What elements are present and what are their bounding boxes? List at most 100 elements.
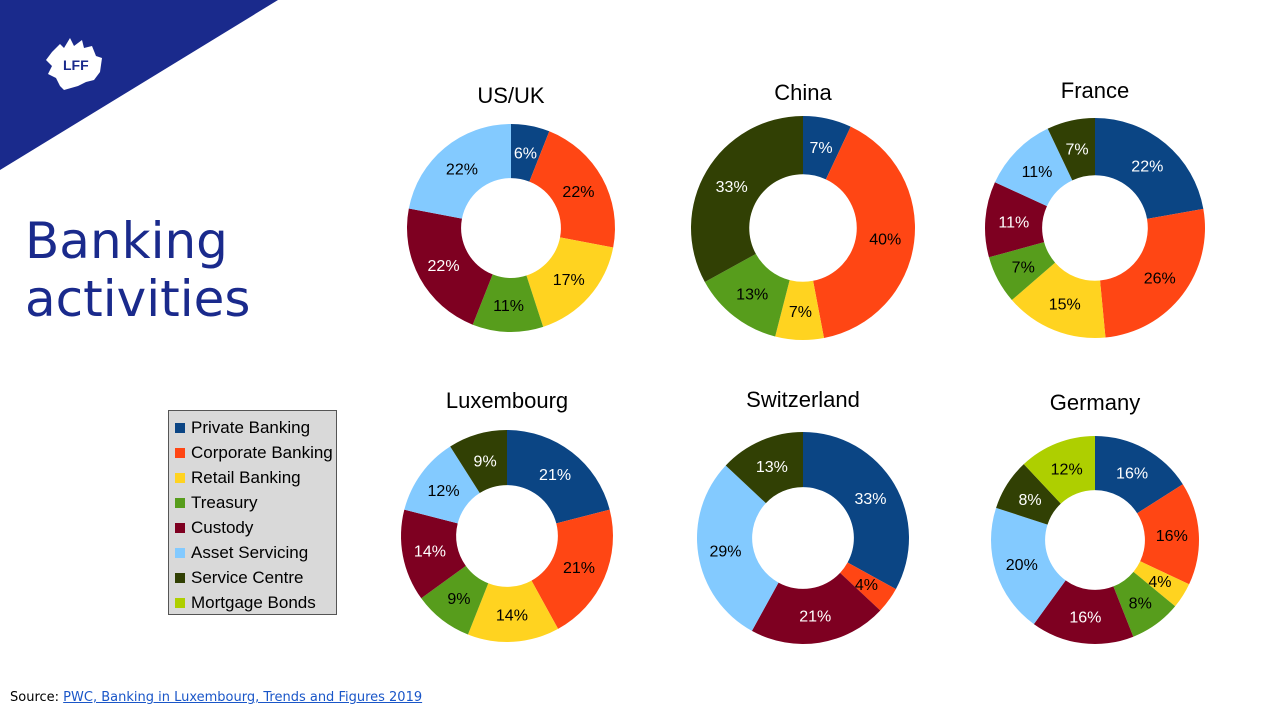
- slice-label: 12%: [1051, 461, 1083, 478]
- donut-slice: [1047, 118, 1095, 181]
- slice-label: 7%: [1066, 142, 1089, 159]
- slice-label: 21%: [799, 608, 831, 625]
- donut-slice: [401, 509, 466, 599]
- title-line-1: Banking: [25, 212, 228, 270]
- source-link[interactable]: PWC, Banking in Luxembourg, Trends and F…: [63, 690, 423, 705]
- slice-label: 33%: [855, 491, 887, 508]
- source-note: Source: PWC, Banking in Luxembourg, Tren…: [10, 690, 422, 705]
- slice-label: 13%: [736, 286, 768, 303]
- legend-item: Retail Banking: [175, 465, 336, 490]
- donut-slice: [1023, 436, 1095, 504]
- slice-label: 9%: [474, 454, 497, 471]
- slice-label: 22%: [562, 184, 594, 201]
- logo-text: LFF: [63, 57, 89, 73]
- slice-label: 40%: [869, 231, 901, 248]
- slice-label: 16%: [1069, 609, 1101, 626]
- legend-label: Private Banking: [191, 417, 311, 437]
- donut-chart: China 7% 40% 7% 13% 33%: [691, 80, 916, 341]
- slice-label: 4%: [1148, 574, 1171, 591]
- donut-chart: US/UK 6% 22% 17% 11% 22% 22%: [407, 83, 616, 332]
- donut-slice: [472, 274, 544, 332]
- donut-slice: [404, 446, 480, 524]
- donut-slice: [996, 464, 1061, 525]
- lff-logo-icon: LFF: [46, 38, 102, 90]
- slice-label: 16%: [1156, 528, 1188, 545]
- donut-slice: [803, 432, 910, 590]
- donut-slice: [813, 126, 916, 339]
- legend-swatch: [175, 422, 185, 433]
- legend-swatch: [175, 472, 185, 483]
- slice-label: 14%: [414, 544, 446, 561]
- donut-slice: [751, 572, 881, 645]
- slice-label: 22%: [1131, 159, 1163, 176]
- slice-label: 7%: [1012, 259, 1035, 276]
- donut-slice: [1033, 580, 1134, 644]
- donut-slice: [803, 116, 851, 180]
- donut-slice: [994, 128, 1073, 207]
- legend-swatch: [175, 597, 185, 608]
- slice-label: 22%: [428, 258, 460, 275]
- page-title: Banking activities: [25, 212, 250, 328]
- donut-slice: [407, 208, 493, 325]
- legend-label: Corporate Banking: [191, 442, 333, 462]
- chart-title: Luxembourg: [446, 388, 568, 413]
- slice-label: 21%: [539, 467, 571, 484]
- legend-item: Mortgage Bonds: [175, 590, 336, 615]
- slice-label: 11%: [998, 215, 1029, 232]
- donut-slice: [985, 182, 1047, 258]
- donut-slice: [421, 565, 489, 635]
- donut-slice: [697, 465, 779, 631]
- donut-slice: [988, 242, 1056, 301]
- donut-slice: [991, 507, 1066, 625]
- donut-slice: [704, 253, 790, 337]
- slice-label: 15%: [1049, 297, 1081, 314]
- legend-item: Service Centre: [175, 565, 336, 590]
- donut-slice: [467, 580, 559, 642]
- legend-label: Mortgage Bonds: [191, 592, 316, 612]
- header-corner-banner: LFF: [0, 0, 278, 170]
- legend-label: Custody: [191, 517, 254, 537]
- donut-slice: [1095, 118, 1204, 219]
- legend-item: Private Banking: [175, 415, 336, 440]
- legend-label: Asset Servicing: [191, 542, 309, 562]
- legend-swatch: [175, 547, 185, 558]
- donut-slice: [1137, 484, 1200, 585]
- donut-slice: [1095, 436, 1183, 514]
- donut-slice: [529, 131, 616, 248]
- donut-slice: [1113, 571, 1176, 637]
- slice-label: 33%: [716, 179, 748, 196]
- slice-label: 29%: [710, 543, 742, 560]
- donut-chart: France 22% 26% 15% 7% 11% 11% 7%: [985, 78, 1205, 338]
- legend-label: Service Centre: [191, 567, 304, 587]
- legend-item: Asset Servicing: [175, 540, 336, 565]
- source-prefix: Source:: [10, 690, 64, 705]
- donut-slice: [507, 430, 610, 524]
- slice-label: 11%: [1022, 164, 1053, 181]
- donut-chart: Luxembourg 21% 21% 14% 9% 14% 12% 9%: [401, 388, 613, 642]
- chart-title: China: [774, 80, 832, 105]
- donut-slice: [408, 124, 511, 219]
- legend-swatch: [175, 572, 185, 583]
- donut-chart: Switzerland 33% 4% 21% 29% 13%: [697, 387, 910, 645]
- donut-slice: [1011, 262, 1106, 338]
- chart-title: Switzerland: [746, 387, 860, 412]
- slice-label: 21%: [563, 560, 595, 577]
- slice-label: 26%: [1144, 270, 1176, 287]
- chart-title: Germany: [1050, 390, 1140, 415]
- slice-label: 11%: [493, 298, 524, 315]
- chart-title: US/UK: [477, 83, 545, 108]
- slice-label: 7%: [810, 140, 833, 157]
- legend-label: Retail Banking: [191, 467, 301, 487]
- legend-label: Treasury: [191, 492, 258, 512]
- slice-label: 17%: [553, 272, 585, 289]
- chart-legend: Private Banking Corporate Banking Retail B…: [168, 410, 337, 615]
- donut-slice: [531, 509, 613, 629]
- legend-swatch: [175, 447, 185, 458]
- donut-slice: [1100, 208, 1205, 338]
- donut-slice: [775, 280, 824, 341]
- title-line-2: activities: [25, 270, 251, 328]
- slice-label: 14%: [496, 607, 528, 624]
- slice-label: 16%: [1116, 466, 1148, 483]
- legend-item: Treasury: [175, 490, 336, 515]
